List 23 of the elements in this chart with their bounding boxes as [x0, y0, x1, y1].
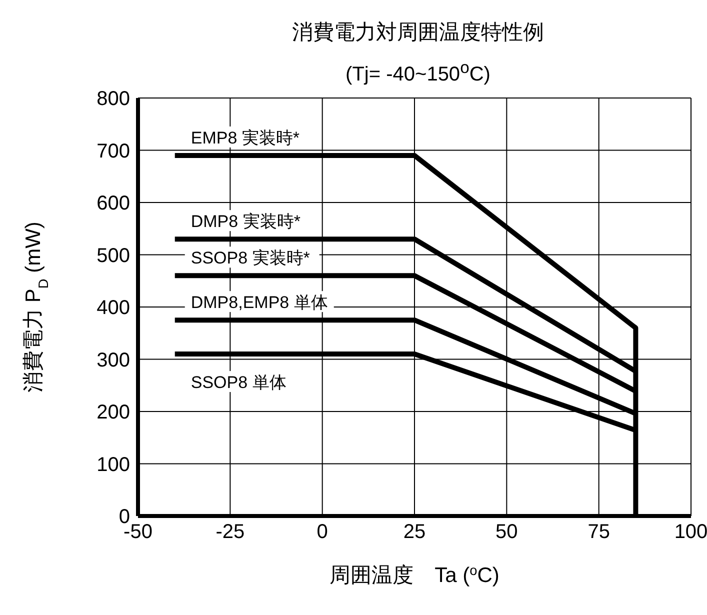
x-tick-label: 0 [316, 521, 328, 544]
x-tick-label: 100 [674, 521, 707, 544]
series-label: DMP8 実装時* [190, 212, 301, 232]
y-tick-label: 500 [96, 244, 130, 267]
chart-subtitle: (Tj= -40~150$^{o}$C) [344, 58, 492, 87]
x-tick-label: 25 [403, 521, 426, 544]
series-label: DMP8,EMP8 単体 [190, 293, 328, 312]
y-tick-label: 700 [96, 140, 130, 162]
x-tick-label: 75 [588, 521, 610, 544]
y-tick-label: 0 [118, 506, 130, 528]
y-tick-label: 600 [96, 192, 130, 215]
series-label: SSOP8 実装時* [190, 248, 310, 268]
series-label: SSOP8 単体 [190, 373, 286, 392]
x-tick-label: 50 [496, 521, 518, 544]
y-tick-label: 800 [96, 88, 130, 110]
chart-title: 消費電力対周囲温度特性例 [291, 20, 545, 46]
y-tick-label: 100 [96, 454, 130, 476]
y-tick-label: 400 [96, 297, 130, 320]
x-axis-title: 周囲温度 Ta ($^{o}$C) [330, 562, 500, 587]
y-tick-label: 300 [96, 349, 130, 372]
series-label: EMP8 実装時* [190, 128, 300, 148]
y-tick-label: 200 [96, 402, 130, 424]
x-tick-label: -25 [216, 521, 245, 544]
